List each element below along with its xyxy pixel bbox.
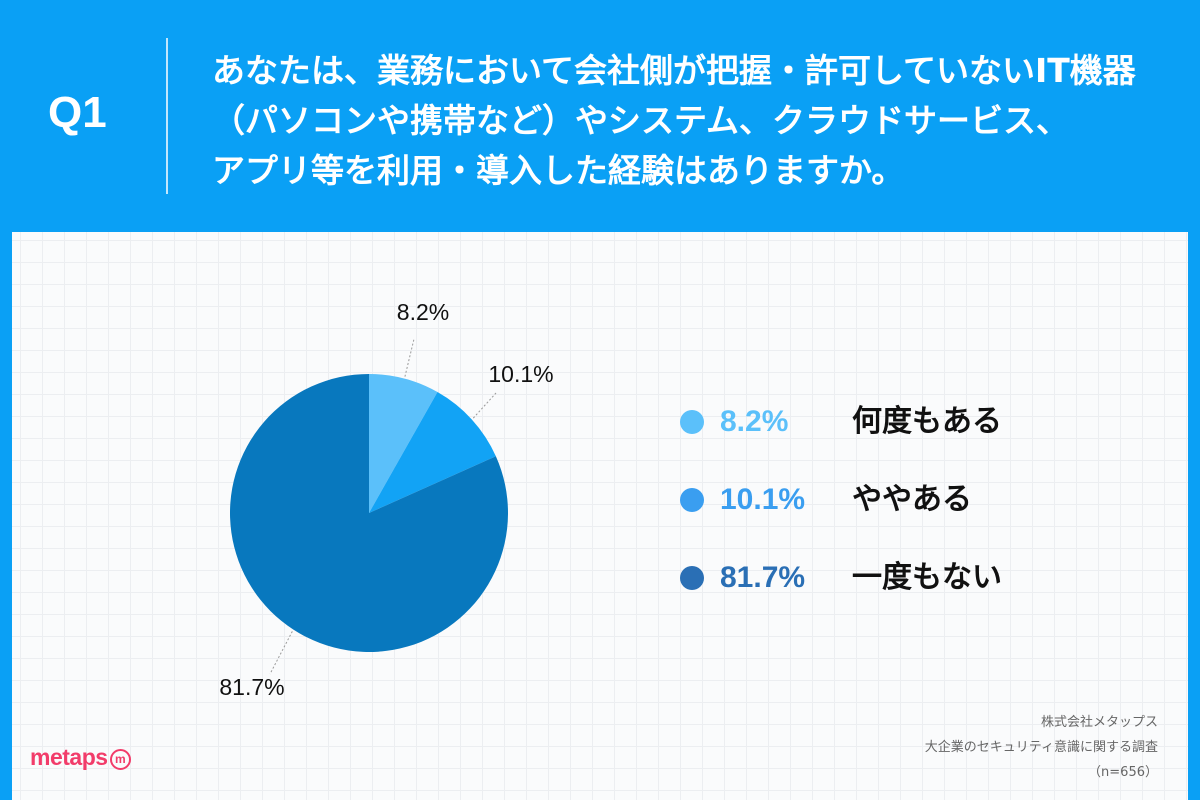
- slice-label-3: 81.7%: [219, 674, 284, 700]
- pie-chart: 8.2% 10.1% 81.7%: [219, 299, 553, 700]
- legend-value-1: 8.2%: [720, 405, 789, 438]
- header: Q1 あなたは、業務において会社側が把握・許可していないIT機器 （パソコンや携…: [0, 0, 1200, 228]
- leader-line-1: [404, 338, 415, 377]
- pie-slice-1: [369, 374, 438, 513]
- logo-text: metaps: [30, 744, 108, 770]
- credit-survey: 大企業のセキュリティ意識に関する調査: [924, 740, 1158, 755]
- logo-m-icon: m: [109, 749, 131, 770]
- question-line-1: あなたは、業務において会社側が把握・許可していないIT機器: [212, 51, 1136, 90]
- legend-label-3: 一度もない: [852, 560, 1002, 595]
- legend-dot-3: [680, 566, 704, 590]
- question-line-2: （パソコンや携帯など）やシステム、クラウドサービス、: [212, 101, 1070, 140]
- legend-label-2: ややある: [852, 482, 972, 517]
- credit-company: 株式会社メタップス: [1040, 715, 1158, 730]
- leader-line-2: [472, 392, 497, 419]
- pie-slice-2: [369, 392, 496, 513]
- pie-slice-3: [230, 374, 508, 652]
- header-divider: [166, 38, 168, 194]
- question-text: あなたは、業務において会社側が把握・許可していないIT機器 （パソコンや携帯など…: [212, 46, 1172, 196]
- question-number: Q1: [48, 88, 107, 137]
- legend-dot-2: [680, 488, 704, 512]
- legend-value-3: 81.7%: [720, 561, 806, 594]
- legend-label-1: 何度もある: [852, 404, 1002, 439]
- slice-label-2: 10.1%: [488, 361, 553, 387]
- leader-line-3: [269, 631, 293, 675]
- metaps-logo: metaps m: [30, 744, 131, 771]
- question-line-3: アプリ等を利用・導入した経験はありますか。: [212, 151, 905, 190]
- survey-credit: 株式会社メタップス 大企業のセキュリティ意識に関する調査 （n=656）: [925, 710, 1158, 785]
- legend-dot-1: [680, 410, 704, 434]
- slice-label-1: 8.2%: [397, 299, 449, 325]
- credit-sample: （n=656）: [1088, 765, 1158, 780]
- legend-value-2: 10.1%: [720, 483, 806, 516]
- chart-panel: 8.2% 10.1% 81.7% 8.2% 何度もある 10.1% ややある 81.…: [12, 232, 1188, 800]
